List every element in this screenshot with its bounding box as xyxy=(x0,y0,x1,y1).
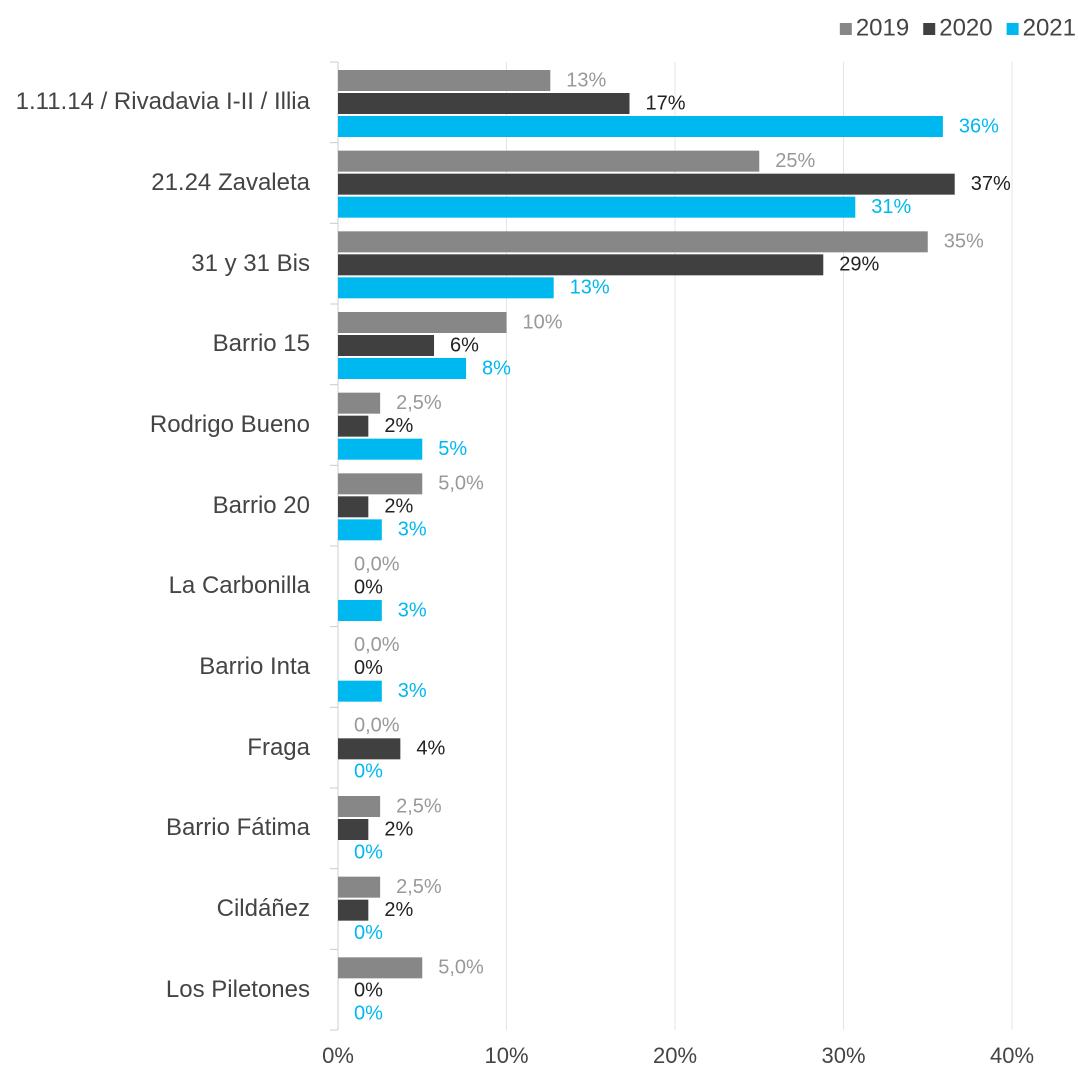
legend-label: 2021 xyxy=(1023,14,1076,41)
x-tick-label: 20% xyxy=(653,1043,697,1068)
bar xyxy=(338,473,423,495)
bar xyxy=(338,231,928,253)
value-label: 0% xyxy=(354,576,383,598)
value-label: 2,5% xyxy=(396,392,442,414)
bar xyxy=(338,899,369,921)
bar xyxy=(338,796,381,817)
value-label: 5,0% xyxy=(438,473,484,495)
bar xyxy=(338,819,369,840)
bar xyxy=(338,254,824,276)
value-label: 0% xyxy=(354,761,383,783)
legend-label: 2019 xyxy=(856,14,909,41)
bar xyxy=(338,392,381,414)
x-tick-label: 10% xyxy=(484,1043,528,1068)
value-label: 10% xyxy=(523,311,563,333)
category-label: 21.24 Zavaleta xyxy=(151,169,310,196)
bar xyxy=(338,312,507,333)
value-label: 6% xyxy=(450,334,479,356)
bar xyxy=(338,496,369,518)
category-label: Cildáñez xyxy=(216,895,310,922)
x-tick-label: 0% xyxy=(322,1043,354,1068)
value-label: 13% xyxy=(566,69,606,91)
value-label: 0% xyxy=(354,841,383,863)
bar xyxy=(338,196,856,218)
value-label: 35% xyxy=(944,231,984,253)
value-label: 2% xyxy=(384,496,413,518)
bar xyxy=(338,335,435,356)
category-label: Barrio Fátima xyxy=(165,814,310,842)
value-label: 3% xyxy=(398,680,427,702)
bar xyxy=(338,519,382,541)
value-label: 0% xyxy=(354,1003,383,1025)
value-label: 8% xyxy=(482,357,511,379)
value-label: 2% xyxy=(384,899,413,921)
bar xyxy=(338,358,467,379)
value-label: 3% xyxy=(398,519,427,541)
bar xyxy=(338,93,630,114)
value-label: 0% xyxy=(354,657,383,679)
value-label: 2% xyxy=(384,415,413,437)
category-label: Fraga xyxy=(247,733,310,761)
legend-label: 2020 xyxy=(939,14,992,41)
value-label: 36% xyxy=(959,115,999,137)
category-label: Barrio Inta xyxy=(199,653,310,680)
value-label: 31% xyxy=(871,196,911,218)
bar xyxy=(338,70,551,91)
value-label: 37% xyxy=(971,173,1011,195)
category-label: 1.11.14 / Rivadavia I-II / Illia xyxy=(15,88,310,116)
bar xyxy=(338,173,955,195)
value-label: 0% xyxy=(354,922,383,944)
category-label: Rodrigo Bueno xyxy=(149,411,310,438)
bar xyxy=(338,738,401,760)
value-label: 2,5% xyxy=(396,795,442,817)
value-label: 0,0% xyxy=(354,634,400,656)
category-label: Barrio 20 xyxy=(212,491,310,519)
bar xyxy=(338,680,382,702)
category-label: 31 y 31 Bis xyxy=(191,249,310,277)
legend-swatch xyxy=(923,23,936,35)
bar xyxy=(338,116,943,137)
value-label: 17% xyxy=(646,92,686,114)
bar xyxy=(338,277,554,299)
value-label: 29% xyxy=(839,254,879,276)
bar xyxy=(338,415,369,437)
value-label: 0% xyxy=(354,980,383,1002)
bar xyxy=(338,600,382,621)
x-tick-label: 30% xyxy=(821,1043,865,1068)
category-label: Barrio 15 xyxy=(212,330,310,358)
value-label: 5,0% xyxy=(438,957,484,979)
legend-swatch xyxy=(839,23,852,35)
value-label: 3% xyxy=(398,599,427,621)
value-label: 2% xyxy=(384,818,413,840)
value-label: 0,0% xyxy=(354,553,400,575)
value-label: 13% xyxy=(570,277,610,299)
value-label: 5% xyxy=(438,438,467,460)
value-label: 4% xyxy=(416,738,445,760)
bar xyxy=(338,438,423,460)
bar xyxy=(338,957,423,979)
bar xyxy=(338,150,760,172)
category-label: La Carbonilla xyxy=(168,572,310,600)
x-tick-label: 40% xyxy=(990,1043,1034,1068)
value-label: 0,0% xyxy=(354,715,400,737)
category-label: Los Piletones xyxy=(165,975,310,1003)
value-label: 2,5% xyxy=(396,876,442,898)
legend-swatch xyxy=(1006,23,1019,35)
bar xyxy=(338,876,381,898)
value-label: 25% xyxy=(775,150,815,172)
